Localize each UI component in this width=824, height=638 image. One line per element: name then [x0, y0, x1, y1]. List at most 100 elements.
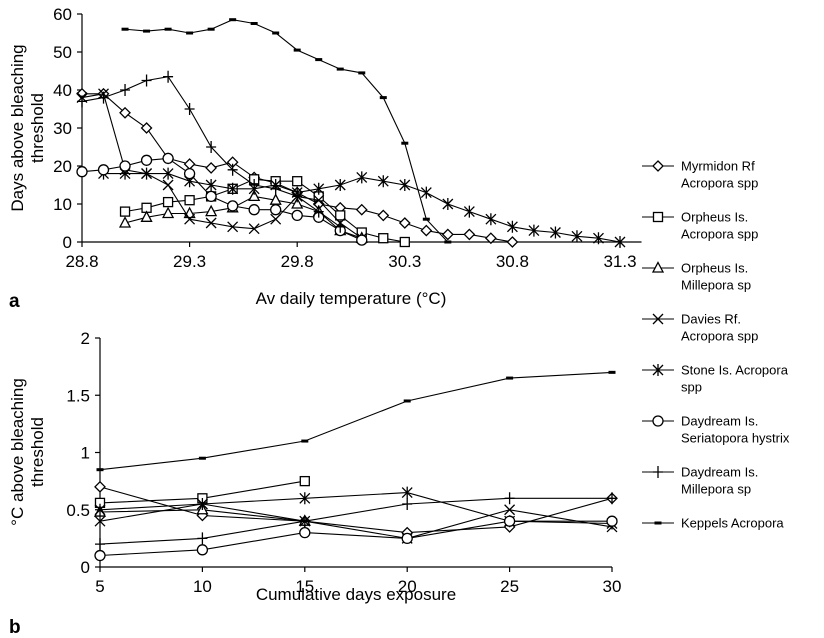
- legend-label: Stone Is. Acropora spp: [681, 363, 789, 395]
- legend-label: Daydream Is. Millepora sp: [681, 465, 758, 497]
- data-point: [301, 439, 309, 443]
- data-point: [402, 498, 413, 511]
- data-point: [270, 204, 282, 216]
- data-point: [143, 29, 151, 33]
- data-point: [335, 220, 346, 233]
- data-point: [227, 163, 238, 176]
- data-point: [463, 228, 476, 241]
- y-tick-label: 60: [53, 5, 72, 24]
- data-point: [334, 179, 346, 191]
- data-point: [606, 515, 618, 527]
- data-point: [162, 206, 175, 219]
- data-point: [399, 236, 410, 248]
- data-point: [270, 182, 281, 195]
- data-point: [422, 217, 430, 221]
- data-point: [121, 27, 129, 31]
- y-axis-label: Days above bleachingthreshold: [8, 44, 47, 211]
- data-point: [197, 532, 208, 545]
- data-point: [485, 213, 497, 226]
- data-point: [227, 221, 239, 233]
- panel-a: 0 10 20 30 40 50 60 28.8 29.3 29.8 30.3 30.8 31.3 Av …: [8, 5, 642, 312]
- series-line: [99, 520, 612, 557]
- data-point: [420, 186, 432, 199]
- data-point: [196, 544, 209, 556]
- data-point: [299, 527, 311, 539]
- panel-label: b: [9, 617, 21, 638]
- data-point: [140, 154, 153, 166]
- data-point: [299, 475, 310, 487]
- data-point: [506, 376, 514, 380]
- data-point: [250, 22, 258, 25]
- series-daydream-millepora: [77, 70, 346, 233]
- data-point: [119, 106, 131, 119]
- data-point: [401, 532, 413, 545]
- data-point: [141, 167, 153, 180]
- data-point: [207, 27, 215, 31]
- data-point: [377, 209, 390, 222]
- data-point: [398, 217, 411, 229]
- series-line: [99, 486, 613, 534]
- x-tick-label: 20: [398, 577, 417, 596]
- data-point: [163, 70, 174, 83]
- legend-label: Myrmidon Rf Acropora spp: [681, 159, 758, 191]
- data-point: [442, 198, 454, 210]
- data-point: [162, 152, 174, 165]
- x-tick-label: 30.8: [496, 252, 529, 271]
- data-point: [249, 179, 260, 191]
- data-point: [98, 91, 109, 104]
- x-tick-label: 29.8: [281, 252, 314, 271]
- data-point: [506, 236, 519, 248]
- series-line: [99, 497, 612, 545]
- data-point: [196, 498, 208, 511]
- series-daydream-seriatopora: [76, 152, 368, 246]
- data-point: [335, 210, 346, 221]
- data-point: [270, 213, 282, 225]
- data-point: [140, 210, 153, 222]
- y-tick-label: 20: [53, 157, 72, 176]
- data-point: [504, 492, 515, 505]
- x-tick-label: 5: [95, 577, 104, 596]
- data-point: [403, 399, 411, 403]
- legend-marker: [652, 313, 664, 325]
- data-point: [614, 236, 626, 248]
- series-stone: [94, 486, 618, 530]
- legend-marker: [654, 521, 662, 525]
- legend-marker: [651, 261, 665, 273]
- series-line: [99, 371, 613, 471]
- x-axis-label: Cumulative days exposure: [256, 585, 456, 604]
- data-point: [420, 224, 433, 237]
- data-point: [378, 233, 389, 244]
- y-tick-label: 30: [53, 119, 72, 138]
- series-myrmidon: [76, 87, 519, 248]
- data-point: [205, 190, 217, 203]
- data-point: [119, 206, 131, 217]
- data-point: [484, 232, 497, 245]
- data-point: [229, 18, 237, 22]
- data-point: [356, 234, 368, 246]
- data-point: [162, 196, 174, 208]
- legend-label: Daydream Is. Seriatopora hystrix: [681, 414, 790, 446]
- data-point: [162, 179, 174, 191]
- data-point: [248, 189, 261, 202]
- legend-marker: [652, 160, 664, 172]
- data-point: [313, 194, 325, 206]
- legend-marker: [652, 415, 664, 427]
- data-point: [292, 190, 303, 203]
- legend-marker: [652, 364, 664, 376]
- data-point: [226, 200, 239, 212]
- series-orpheus-millepora: [118, 189, 368, 243]
- series-keppels: [96, 370, 616, 472]
- data-point: [94, 515, 106, 527]
- y-tick-label: 40: [53, 81, 72, 100]
- x-tick-label: 28.8: [65, 252, 98, 271]
- legend-marker: [652, 211, 664, 223]
- legend-label: Orpheus Is. Acropora spp: [681, 210, 758, 242]
- series-keppels: [121, 18, 452, 244]
- data-point: [162, 167, 174, 180]
- data-point: [186, 31, 194, 35]
- x-tick-label: 15: [295, 577, 314, 596]
- data-point: [140, 122, 153, 134]
- data-point: [206, 141, 217, 153]
- data-point: [94, 503, 106, 516]
- data-point: [356, 171, 368, 184]
